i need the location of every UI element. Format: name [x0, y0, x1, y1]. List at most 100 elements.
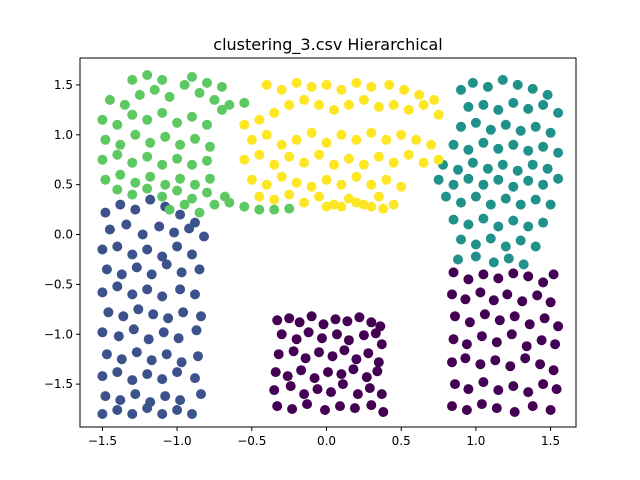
data-point — [299, 94, 310, 105]
data-point — [388, 199, 399, 210]
data-point — [100, 391, 111, 402]
data-point — [163, 313, 174, 324]
data-point — [508, 268, 519, 279]
data-point — [493, 221, 504, 232]
data-point — [351, 171, 362, 182]
data-point — [448, 139, 459, 150]
data-point — [366, 81, 377, 92]
y-tick-label: −1.0 — [44, 327, 73, 341]
data-point — [291, 177, 302, 188]
data-point — [317, 333, 327, 344]
data-point — [448, 179, 459, 190]
data-point — [179, 79, 190, 90]
data-point — [523, 221, 534, 232]
data-point — [187, 409, 197, 419]
data-point — [127, 74, 138, 85]
data-point — [343, 99, 354, 110]
data-point — [160, 179, 171, 190]
data-point — [336, 129, 347, 140]
data-point — [464, 317, 475, 328]
data-point — [145, 171, 156, 182]
data-point — [321, 201, 332, 212]
data-point — [143, 334, 154, 345]
data-point — [478, 99, 489, 110]
data-point — [500, 119, 511, 130]
y-tick-label: −0.5 — [44, 277, 73, 291]
data-point — [447, 401, 457, 412]
data-point — [101, 264, 112, 275]
data-point — [329, 159, 339, 170]
data-point — [478, 179, 489, 190]
data-point — [254, 191, 265, 202]
data-point — [500, 193, 511, 204]
data-point — [261, 129, 272, 140]
data-point — [527, 401, 538, 412]
data-point — [532, 290, 543, 301]
data-point — [115, 199, 126, 210]
data-point — [172, 241, 183, 252]
data-point — [463, 101, 474, 112]
y-tick-label: −1.5 — [44, 377, 73, 391]
data-point — [548, 269, 559, 280]
data-point — [239, 154, 250, 165]
data-point — [493, 104, 504, 115]
data-point — [482, 81, 493, 92]
data-point — [512, 165, 523, 176]
data-point — [269, 107, 280, 118]
y-tick-label: 0.0 — [54, 228, 73, 242]
data-point — [142, 183, 153, 194]
data-point — [306, 127, 317, 138]
data-point — [309, 373, 320, 384]
data-point — [134, 89, 145, 100]
cluster-1-points — [97, 194, 209, 419]
data-point — [269, 159, 280, 170]
data-point — [172, 405, 183, 415]
data-point — [523, 145, 534, 156]
y-tick-label: 0.5 — [54, 178, 73, 192]
data-point — [299, 389, 310, 400]
data-point — [488, 295, 499, 306]
data-point — [515, 199, 526, 210]
data-point — [146, 269, 157, 280]
data-point — [517, 296, 528, 307]
data-point — [358, 330, 369, 341]
data-point — [553, 321, 564, 332]
y-tick-label: 1.5 — [54, 78, 73, 92]
data-point — [545, 127, 556, 138]
data-point — [115, 139, 126, 150]
data-point — [175, 209, 186, 220]
data-point — [254, 114, 265, 125]
data-point — [119, 99, 130, 110]
data-point — [326, 387, 336, 398]
data-point — [370, 328, 381, 339]
data-point — [272, 401, 283, 412]
data-point — [276, 329, 287, 340]
data-point — [536, 335, 547, 346]
data-point — [196, 311, 206, 322]
data-point — [373, 101, 384, 112]
data-point — [142, 284, 153, 295]
data-point — [497, 159, 508, 170]
data-point — [490, 355, 501, 366]
data-point — [523, 271, 534, 282]
chart-title: clustering_3.csv Hierarchical — [213, 35, 442, 55]
data-point — [239, 97, 250, 108]
data-point — [493, 273, 504, 284]
data-point — [491, 337, 502, 348]
data-point — [190, 289, 200, 300]
data-point — [456, 84, 466, 95]
data-point — [97, 114, 108, 125]
data-point — [524, 319, 535, 330]
data-point — [349, 403, 360, 414]
data-point — [553, 173, 564, 184]
data-point — [130, 204, 141, 215]
data-point — [508, 181, 519, 192]
data-point — [548, 365, 559, 376]
x-tick-label: −1.5 — [88, 434, 117, 448]
data-point — [276, 84, 287, 95]
data-point — [284, 189, 295, 200]
data-point — [115, 169, 126, 180]
data-point — [157, 251, 168, 262]
data-point — [130, 389, 141, 400]
data-point — [127, 375, 138, 386]
